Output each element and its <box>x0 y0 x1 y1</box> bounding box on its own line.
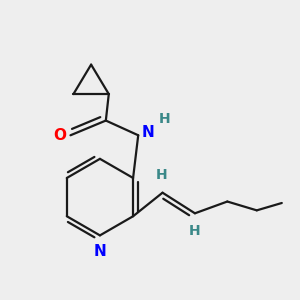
Text: N: N <box>94 244 106 259</box>
Text: N: N <box>142 125 155 140</box>
Text: H: H <box>189 224 201 239</box>
Text: O: O <box>53 128 66 143</box>
Text: H: H <box>159 112 170 126</box>
Text: H: H <box>155 167 167 182</box>
